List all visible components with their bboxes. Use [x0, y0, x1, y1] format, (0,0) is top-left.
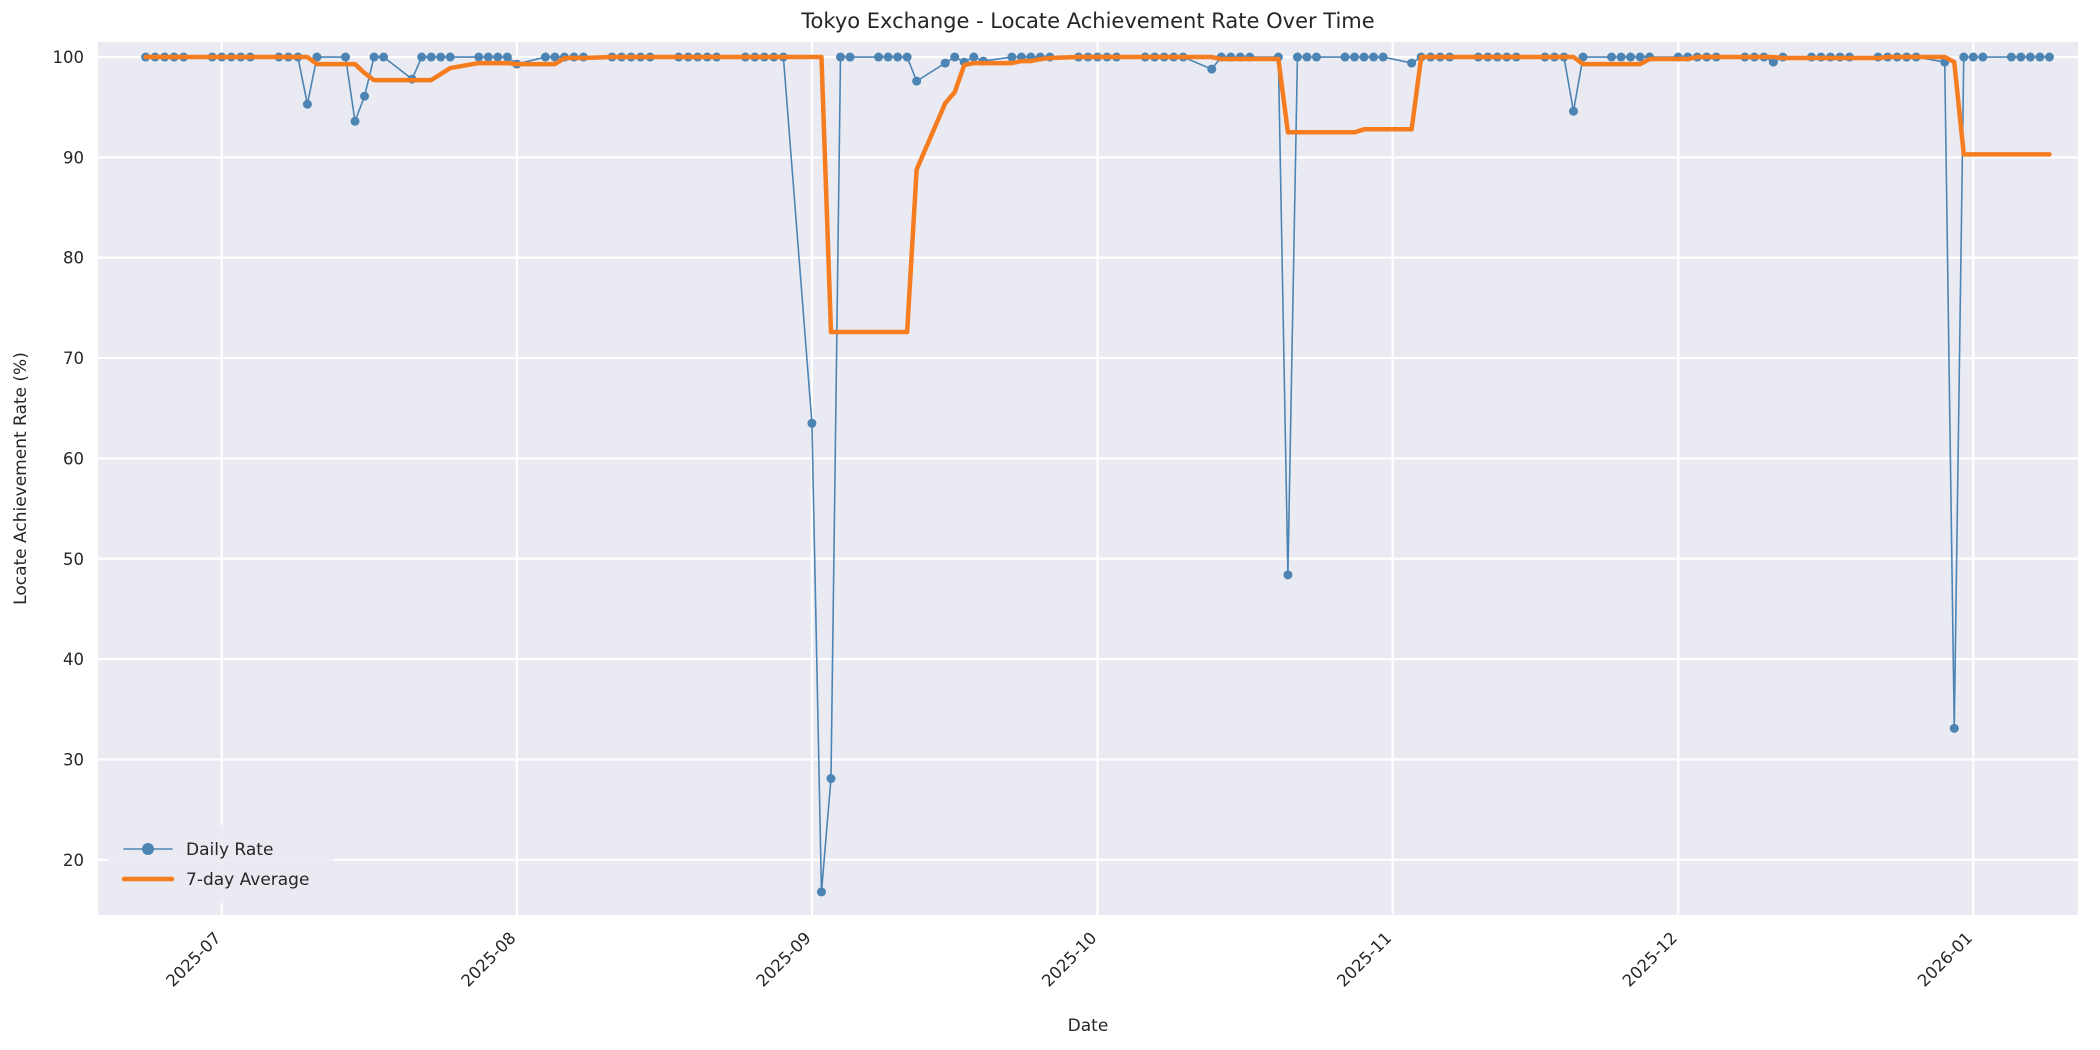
y-tick-label: 40 — [63, 650, 84, 669]
data-point — [1283, 570, 1293, 580]
data-point — [379, 52, 389, 62]
data-point — [1978, 52, 1988, 62]
data-point — [1568, 106, 1578, 116]
data-point — [893, 52, 903, 62]
data-point — [550, 52, 560, 62]
data-point — [940, 58, 950, 68]
data-point — [1340, 52, 1350, 62]
data-point — [341, 52, 350, 62]
y-tick-label: 30 — [63, 750, 84, 769]
data-point — [816, 887, 826, 897]
data-point — [1292, 52, 1302, 62]
data-point — [312, 52, 322, 62]
y-axis-label: Locate Achievement Rate (%) — [11, 352, 31, 605]
data-point — [1350, 52, 1360, 62]
data-point — [969, 52, 979, 62]
data-point — [2016, 52, 2026, 62]
data-point — [883, 52, 893, 62]
data-point — [369, 52, 379, 62]
data-point — [826, 774, 836, 784]
series-line-1 — [143, 54, 2052, 335]
data-point — [1607, 52, 1617, 62]
data-point — [1578, 52, 1588, 62]
legend-marker-0 — [142, 843, 154, 855]
data-point — [874, 52, 884, 62]
data-point — [436, 52, 446, 62]
y-tick-label: 60 — [63, 449, 84, 468]
data-point — [1968, 52, 1978, 62]
legend-label-1: 7-day Average — [186, 870, 309, 890]
data-point — [445, 52, 455, 62]
data-point — [2035, 52, 2045, 62]
series-layer — [141, 52, 2054, 897]
chart-title: Tokyo Exchange - Locate Achievement Rate… — [800, 9, 1374, 33]
data-point — [836, 52, 845, 62]
data-point — [540, 52, 550, 62]
data-point — [302, 99, 312, 109]
data-point — [1949, 723, 1959, 733]
y-tick-label: 90 — [63, 148, 84, 167]
data-point — [350, 116, 360, 126]
data-point — [1311, 52, 1321, 62]
chart-legend[interactable]: Daily Rate 7-day Average — [108, 825, 333, 903]
y-tick-label: 80 — [63, 249, 84, 268]
data-point — [845, 52, 855, 62]
data-point — [1635, 52, 1645, 62]
data-point — [1616, 52, 1626, 62]
data-point — [902, 52, 912, 62]
plot-background — [98, 42, 2078, 915]
data-point — [493, 52, 503, 62]
data-point — [360, 91, 370, 101]
y-tick-label: 20 — [63, 851, 84, 870]
data-point — [474, 52, 484, 62]
data-point — [502, 52, 512, 62]
data-point — [1207, 64, 1217, 74]
data-point — [2025, 52, 2035, 62]
data-point — [1407, 58, 1417, 68]
data-point — [2044, 52, 2054, 62]
data-point — [912, 76, 922, 86]
y-tick-label: 70 — [63, 349, 84, 368]
y-tick-label: 100 — [53, 48, 85, 67]
data-point — [1959, 52, 1969, 62]
data-point — [1378, 52, 1388, 62]
y-tick-label: 50 — [63, 550, 84, 569]
data-point — [426, 52, 436, 62]
data-point — [1626, 52, 1636, 62]
y-axis-tick-labels: 20 30 40 50 60 70 80 90 100 — [53, 48, 85, 870]
data-point — [417, 52, 427, 62]
data-point — [1369, 52, 1379, 62]
data-point — [1768, 57, 1778, 67]
legend-background — [108, 825, 333, 903]
data-point — [2006, 52, 2016, 62]
x-axis-label: Date — [1068, 1016, 1109, 1036]
data-point — [1302, 52, 1312, 62]
data-point — [1359, 52, 1369, 62]
data-point — [483, 52, 493, 62]
legend-label-0: Daily Rate — [186, 840, 273, 860]
data-point — [950, 52, 960, 62]
data-point — [807, 418, 817, 428]
data-point — [1007, 52, 1017, 62]
